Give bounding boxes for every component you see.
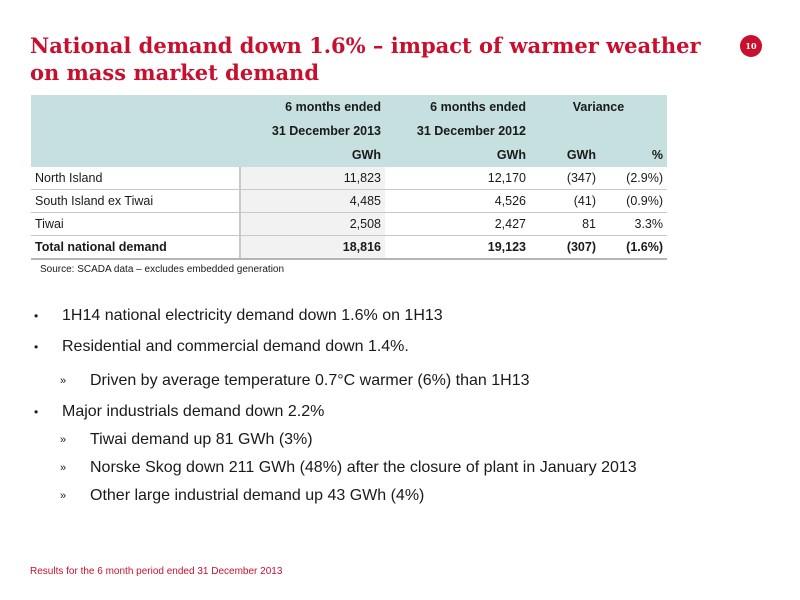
cell-region: Tiwai [31, 212, 241, 236]
header-unit-percent: % [600, 143, 667, 167]
chevron-bullet-icon: » [60, 462, 67, 474]
cell-2012: 19,123 [385, 235, 530, 260]
header-variance: Variance [530, 95, 667, 119]
header-unit-2013: GWh [240, 143, 385, 167]
slide-title: National demand down 1.6% – impact of wa… [30, 33, 701, 85]
bullet-item: • Residential and commercial demand down… [30, 337, 750, 357]
bullet-list: • 1H14 national electricity demand down … [30, 306, 750, 506]
chevron-bullet-icon: » [60, 375, 67, 387]
table-header-row: GWh GWh GWh % [31, 143, 667, 167]
header-empty [530, 119, 600, 143]
table-row: Tiwai 2,508 2,427 81 3.3% [31, 212, 667, 236]
cell-percent: 3.3% [600, 212, 667, 236]
page-number-badge: 10 [740, 35, 762, 57]
sub-bullet-item: » Other large industrial demand up 43 GW… [30, 486, 750, 506]
cell-2013: 2,508 [240, 212, 385, 236]
cell-region: North Island [31, 167, 241, 190]
cell-variance: (41) [530, 189, 600, 213]
cell-region: Total national demand [31, 235, 241, 260]
header-2012-line2: 31 December 2012 [385, 119, 530, 143]
cell-2012: 12,170 [385, 167, 530, 190]
cell-percent: (1.6%) [600, 235, 667, 260]
cell-percent: (0.9%) [600, 189, 667, 213]
header-empty [31, 95, 240, 119]
table-row: South Island ex Tiwai 4,485 4,526 (41) (… [31, 189, 667, 213]
cell-region: South Island ex Tiwai [31, 189, 241, 213]
footer-text: Results for the 6 month period ended 31 … [30, 566, 283, 577]
bullet-text: Major industrials demand down 2.2% [62, 403, 325, 420]
bullet-item: • 1H14 national electricity demand down … [30, 306, 750, 326]
table-header-row: 6 months ended 6 months ended Variance [31, 95, 667, 119]
cell-2013: 4,485 [240, 189, 385, 213]
chevron-bullet-icon: » [60, 434, 67, 446]
bullet-dot-icon: • [34, 340, 39, 354]
header-empty [31, 143, 240, 167]
cell-2012: 4,526 [385, 189, 530, 213]
header-unit-variance: GWh [530, 143, 600, 167]
bullet-text: 1H14 national electricity demand down 1.… [62, 307, 443, 324]
header-empty [31, 119, 240, 143]
header-2013-line1: 6 months ended [240, 95, 385, 119]
cell-2013: 11,823 [240, 167, 385, 190]
sub-bullet-item: » Driven by average temperature 0.7°C wa… [30, 371, 750, 391]
cell-variance: 81 [530, 212, 600, 236]
table-source-note: Source: SCADA data – excludes embedded g… [40, 264, 285, 275]
table-header-row: 31 December 2013 31 December 2012 [31, 119, 667, 143]
cell-variance: (347) [530, 167, 600, 190]
bullet-text: Tiwai demand up 81 GWh (3%) [90, 431, 313, 448]
bullet-dot-icon: • [34, 405, 39, 419]
header-unit-2012: GWh [385, 143, 530, 167]
cell-2013: 18,816 [240, 235, 385, 260]
bullet-text: Residential and commercial demand down 1… [62, 338, 409, 355]
table-total-row: Total national demand 18,816 19,123 (307… [31, 235, 667, 260]
sub-bullet-item: » Tiwai demand up 81 GWh (3%) [30, 430, 750, 450]
demand-table: 6 months ended 6 months ended Variance 3… [31, 95, 667, 260]
header-2012-line1: 6 months ended [385, 95, 530, 119]
bullet-item: • Major industrials demand down 2.2% [30, 402, 750, 422]
bullet-text: Norske Skog down 211 GWh (48%) after the… [90, 459, 637, 476]
header-empty [600, 119, 667, 143]
header-2013-line2: 31 December 2013 [240, 119, 385, 143]
cell-percent: (2.9%) [600, 167, 667, 190]
bullet-text: Driven by average temperature 0.7°C warm… [90, 372, 530, 389]
table-row: North Island 11,823 12,170 (347) (2.9%) [31, 167, 667, 190]
cell-2012: 2,427 [385, 212, 530, 236]
bullet-text: Other large industrial demand up 43 GWh … [90, 487, 425, 504]
cell-variance: (307) [530, 235, 600, 260]
sub-bullet-item: » Norske Skog down 211 GWh (48%) after t… [30, 458, 750, 478]
chevron-bullet-icon: » [60, 490, 67, 502]
bullet-dot-icon: • [34, 309, 39, 323]
